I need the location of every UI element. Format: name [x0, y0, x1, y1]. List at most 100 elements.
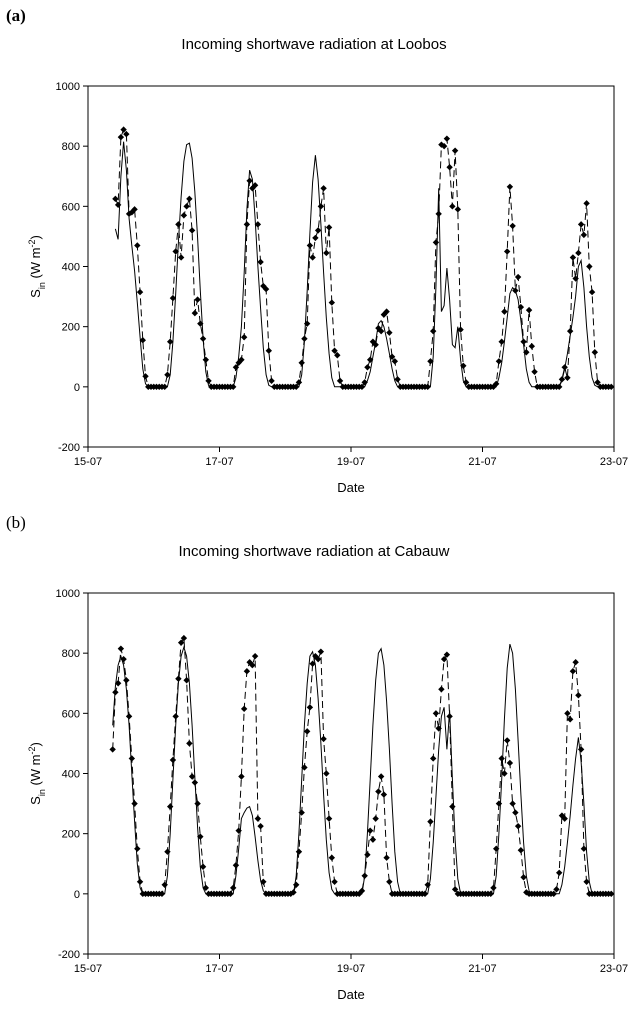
data-point-marker: [369, 836, 377, 843]
data-point-marker: [564, 710, 571, 717]
y-tick-label: 0: [74, 889, 80, 901]
chart-title-b: Incoming shortwave radiation at Cabauw: [178, 543, 450, 560]
data-point-marker: [177, 254, 185, 261]
data-point-marker: [268, 377, 275, 385]
data-point-marker: [249, 185, 256, 192]
data-point-marker: [180, 634, 188, 642]
data-point-marker: [172, 248, 179, 255]
data-point-marker: [377, 327, 385, 335]
data-point-marker: [164, 371, 171, 378]
data-point-marker: [556, 869, 563, 876]
data-point-marker: [238, 773, 245, 780]
x-tick-label: 15-07: [74, 963, 102, 975]
data-point-marker: [238, 356, 245, 363]
data-point-marker: [325, 224, 333, 231]
data-point-marker: [336, 377, 344, 385]
y-tick-label: 1000: [56, 81, 80, 93]
data-point-marker: [435, 210, 442, 218]
data-point-marker: [191, 309, 199, 317]
data-point-marker: [449, 803, 456, 810]
y-axis-title: Sin (W m-2): [27, 742, 47, 805]
data-point-marker: [569, 668, 577, 675]
data-point-marker: [498, 338, 505, 345]
data-point-marker: [166, 338, 174, 345]
data-point-marker: [394, 376, 401, 383]
chart-b-plot-frame: [87, 592, 615, 955]
chart-a-dashed-series-line: [114, 128, 612, 388]
data-point-marker: [306, 242, 314, 249]
data-point-marker: [229, 884, 237, 892]
data-point-marker: [564, 374, 571, 382]
data-point-marker: [449, 203, 456, 210]
y-tick-label: 400: [62, 262, 80, 274]
plot-b: -200 0 200 400 600 800 1000 15-07 17-07 19-07 21-0…: [27, 588, 628, 1002]
data-point-marker: [517, 303, 525, 311]
data-point-marker: [202, 884, 210, 892]
data-point-marker: [257, 258, 264, 266]
data-point-marker: [240, 705, 248, 713]
data-point-marker: [134, 242, 141, 249]
data-point-marker: [117, 133, 125, 141]
data-point-marker: [331, 878, 338, 885]
x-tick-label: 17-07: [205, 456, 233, 468]
data-point-marker: [380, 791, 388, 798]
data-point-marker: [314, 227, 322, 234]
data-point-marker: [142, 373, 149, 380]
chart-panel-a: (a) Incoming shortwave radiation at Loob…: [0, 0, 628, 505]
data-point-marker: [583, 200, 590, 207]
data-point-marker: [383, 308, 390, 315]
data-point-marker: [451, 886, 459, 893]
data-point-marker: [320, 735, 327, 743]
data-point-marker: [514, 273, 522, 281]
data-point-marker: [375, 788, 382, 795]
y-tick-label: 400: [62, 769, 80, 781]
y-tick-label: 200: [62, 829, 80, 841]
data-point-marker: [328, 854, 336, 861]
data-point-marker: [569, 254, 577, 261]
data-point-marker: [139, 337, 146, 344]
data-point-marker: [251, 652, 259, 660]
data-point-marker: [331, 347, 338, 354]
data-point-marker: [509, 800, 516, 807]
x-tick-label: 21-07: [468, 456, 496, 468]
data-point-marker: [334, 352, 341, 359]
data-point-marker: [186, 740, 193, 747]
data-point-marker: [501, 770, 508, 777]
data-point-marker: [377, 773, 385, 780]
data-point-marker: [561, 815, 568, 822]
chart-panel-b: (b) Incoming shortwave radiation at Caba…: [0, 507, 628, 1012]
data-point-marker: [166, 803, 174, 810]
data-point-marker: [317, 203, 325, 210]
data-point-marker: [503, 248, 511, 255]
data-point-marker: [443, 135, 451, 142]
x-tick-label: 21-07: [468, 963, 496, 975]
data-point-marker: [498, 755, 505, 762]
data-point-marker: [293, 881, 300, 889]
data-point-marker: [440, 142, 448, 150]
data-point-marker: [123, 677, 130, 684]
y-tick-label: 1000: [56, 588, 80, 600]
data-point-marker: [180, 212, 188, 219]
data-point-marker: [320, 185, 327, 192]
data-point-marker: [136, 288, 144, 296]
x-tick-label: 17-07: [205, 963, 233, 975]
y-tick-label: -200: [58, 442, 80, 454]
data-point-marker: [372, 815, 379, 822]
data-point-marker: [372, 341, 379, 348]
data-point-marker: [125, 713, 133, 720]
data-point-marker: [172, 713, 179, 720]
data-point-marker: [364, 364, 371, 371]
data-point-marker: [577, 746, 585, 753]
chart-b-solid-series-line: [112, 643, 614, 895]
data-point-marker: [314, 655, 322, 663]
plot-a: -200 0 200 400 600 800 1000 15-07 17-07 19-07 21-0…: [27, 81, 628, 495]
x-tick-label: 19-07: [337, 456, 365, 468]
x-tick-label: 23-07: [600, 456, 628, 468]
data-point-marker: [188, 773, 196, 780]
data-point-marker: [328, 299, 336, 306]
x-axis-title: Date: [337, 987, 364, 1002]
data-point-marker: [254, 815, 262, 822]
data-point-marker: [594, 379, 601, 386]
data-point-marker: [298, 359, 305, 366]
data-point-marker: [232, 862, 240, 869]
